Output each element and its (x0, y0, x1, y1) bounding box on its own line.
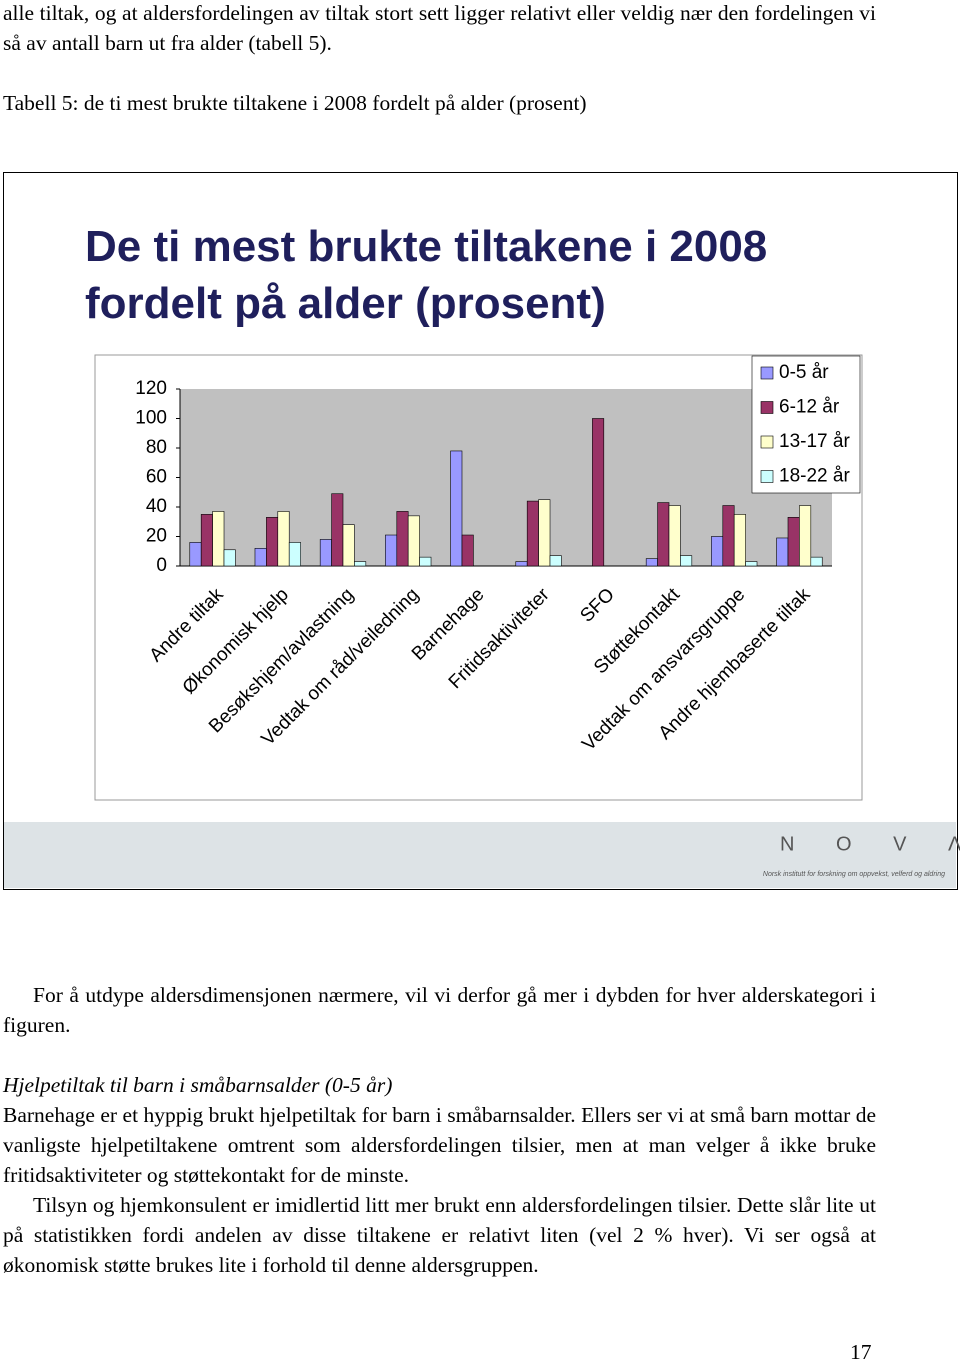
logo-subtitle: Norsk institutt for forskning om oppveks… (763, 871, 945, 878)
bar (331, 493, 344, 567)
legend-label: 0-5 år (779, 362, 829, 383)
paragraph: alle tiltak, og at aldersfordelingen av … (3, 1, 876, 55)
bar (396, 511, 409, 567)
legend-swatch (760, 366, 774, 380)
bar (592, 418, 605, 567)
bar (189, 542, 202, 567)
y-tick-label: 120 (135, 378, 167, 399)
y-tick-label: 60 (146, 467, 167, 488)
bar (385, 534, 398, 567)
bar (810, 556, 823, 567)
legend-label: 18-22 år (779, 466, 850, 487)
banner (4, 822, 956, 888)
legend-swatch (760, 435, 774, 449)
heading: Hjelpetiltak til barn i småbarnsalder (0… (3, 1073, 393, 1097)
y-tick-label: 0 (156, 555, 167, 576)
bar (266, 517, 279, 567)
bar (549, 555, 562, 567)
bar (212, 511, 225, 567)
legend-swatch (760, 470, 774, 483)
logo: N O V Λ (780, 833, 960, 855)
bar (680, 555, 693, 567)
bar (526, 500, 539, 567)
bar (407, 515, 420, 567)
bar (277, 511, 290, 567)
bar (461, 534, 474, 567)
page-number: 17 (850, 1340, 872, 1364)
y-tick-label: 20 (146, 526, 167, 547)
bar (223, 549, 236, 567)
legend-label: 6-12 år (779, 397, 840, 418)
bar (450, 450, 463, 567)
bar (342, 524, 355, 567)
y-tick-label: 100 (135, 408, 167, 429)
bar (776, 537, 789, 567)
paragraph: Barnehage er et hyppig brukt hjelpetilta… (3, 1103, 876, 1187)
y-tick-label: 80 (146, 437, 167, 458)
bar (319, 539, 332, 567)
bar (668, 505, 681, 567)
bar (354, 561, 367, 567)
legend-label: 13-17 år (779, 431, 850, 452)
chart-title: De ti mest brukte tiltakene i 2008 forde… (85, 222, 768, 328)
bar (745, 561, 758, 567)
bar (254, 547, 267, 567)
bar (711, 536, 724, 567)
y-tick-label: 40 (146, 496, 167, 517)
chart: N O V Λ Norsk institutt for forskning om… (4, 354, 960, 888)
bar (538, 499, 551, 567)
bar (288, 542, 301, 567)
bar (787, 517, 800, 567)
bar (722, 505, 735, 567)
legend-swatch (760, 401, 774, 414)
bar (515, 561, 528, 567)
bar (200, 514, 213, 567)
bar (799, 505, 812, 567)
bar (645, 558, 658, 567)
caption: Tabell 5: de ti mest brukte tiltakene i … (3, 91, 587, 115)
paragraph: Tilsyn og hjemkonsulent er imidlertid li… (3, 1193, 876, 1277)
bar (657, 502, 670, 567)
bar (733, 514, 746, 567)
bar (419, 556, 432, 567)
paragraph: For å utdype aldersdimensjonen nærmere, … (3, 983, 876, 1037)
